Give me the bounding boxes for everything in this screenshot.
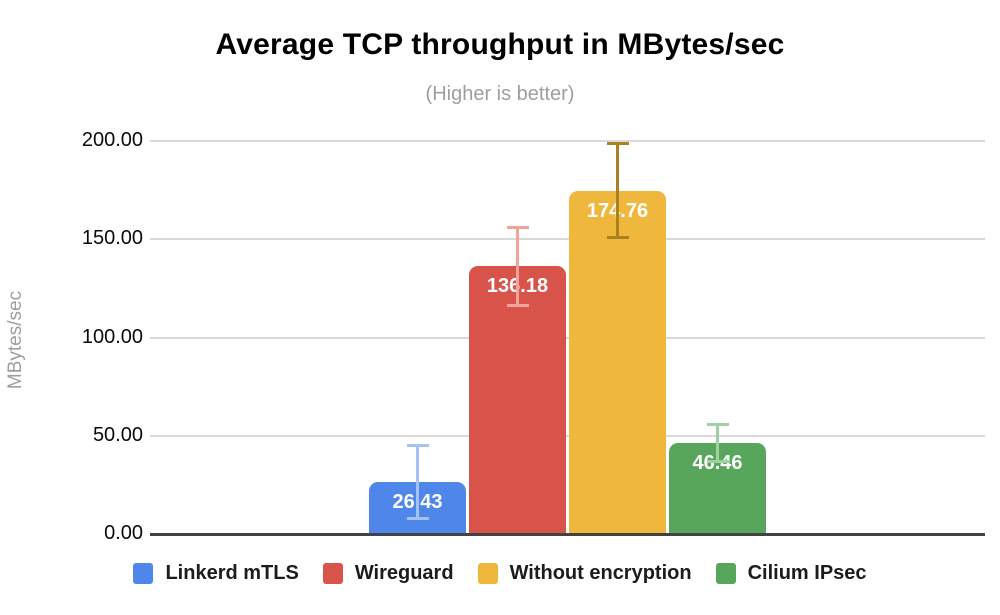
y-tick-label: 100.00 — [81, 325, 143, 348]
legend-label: Without encryption — [509, 562, 692, 584]
error-bar-cap — [506, 225, 529, 229]
error-bar-line — [416, 445, 419, 519]
legend-item: Linkerd mTLS — [133, 562, 299, 585]
error-bar-cap — [406, 444, 429, 448]
error-bar-line — [516, 227, 519, 306]
legend-label: Cilium IPsec — [747, 562, 867, 584]
chart-subtitle: (Higher is better) — [425, 83, 575, 105]
gridline — [150, 238, 985, 241]
error-bar-cap — [606, 236, 629, 240]
legend-item: Cilium IPsec — [715, 562, 867, 585]
error-bar-line — [716, 424, 719, 462]
error-bar-cap — [706, 459, 729, 463]
legend-swatch — [322, 563, 343, 584]
error-bar-cap — [506, 304, 529, 308]
y-tick-label: 150.00 — [81, 227, 143, 250]
error-bar-line — [616, 143, 619, 238]
error-bar-cap — [706, 422, 729, 426]
y-tick-label: 0.00 — [104, 522, 143, 544]
legend-swatch — [133, 563, 154, 584]
gridline — [150, 140, 985, 142]
legend-label: Linkerd mTLS — [165, 562, 299, 584]
legend: Linkerd mTLS Wireguard Without encryption C… — [0, 562, 1000, 585]
legend-swatch — [715, 563, 736, 584]
gridline — [150, 434, 985, 437]
x-axis-baseline — [150, 533, 985, 536]
legend-item: Wireguard — [322, 562, 454, 585]
legend-swatch — [477, 563, 498, 584]
legend-label: Wireguard — [354, 562, 454, 584]
y-tick-label: 50.00 — [92, 423, 143, 446]
bar: 174.76 — [569, 190, 666, 534]
y-tick-label: 200.00 — [81, 129, 143, 151]
chart-title: Average TCP throughput in MBytes/sec — [215, 28, 785, 61]
gridline — [150, 336, 985, 339]
legend-item: Without encryption — [477, 562, 692, 585]
error-bar-cap — [606, 141, 629, 145]
error-bar-cap — [406, 516, 429, 520]
